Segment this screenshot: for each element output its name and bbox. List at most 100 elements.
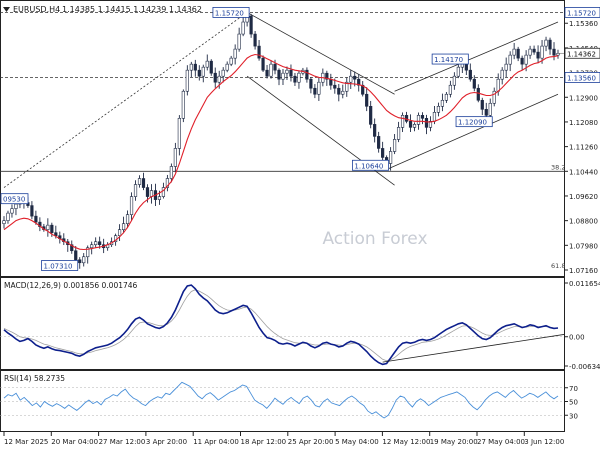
candle-body bbox=[456, 66, 460, 77]
candle-body bbox=[78, 259, 82, 264]
candle-body bbox=[468, 69, 472, 80]
candle-body bbox=[209, 60, 213, 74]
candle-body bbox=[341, 90, 345, 95]
candle-body bbox=[512, 48, 516, 56]
current-price-label: 1.14362 bbox=[567, 50, 596, 58]
candle-body bbox=[520, 57, 524, 65]
price-callout-label: 1.15720 bbox=[215, 9, 244, 17]
candle-body bbox=[516, 48, 520, 59]
time-axis-label: 12 Mar 2025 bbox=[4, 438, 48, 446]
macd-axis-label: -0.006345 bbox=[569, 363, 600, 371]
price-callout-label: 1.10640 bbox=[354, 162, 383, 170]
candle-body bbox=[189, 63, 193, 71]
candle-body bbox=[217, 75, 221, 83]
price-callout-label: 1.07310 bbox=[44, 262, 73, 270]
dropdown-triangle-icon[interactable] bbox=[3, 7, 10, 12]
candle-body bbox=[349, 75, 353, 83]
candle-body bbox=[285, 69, 289, 74]
candle-body bbox=[532, 48, 536, 53]
candle-body bbox=[317, 81, 321, 95]
time-axis: 12 Mar 2025 20 Mar 04:00 27 Mar 12:00 3 Apr… bbox=[3, 432, 564, 446]
candle-body bbox=[544, 39, 548, 47]
candle-body bbox=[416, 115, 421, 125]
price-axis-label: 1.11260 bbox=[569, 144, 598, 152]
candle-body bbox=[50, 224, 54, 233]
candle-body bbox=[257, 45, 261, 59]
candle-body bbox=[213, 72, 217, 83]
candle-body bbox=[177, 118, 181, 149]
time-axis-label: 5 May 04:00 bbox=[335, 438, 379, 446]
macd-main-line bbox=[3, 284, 559, 366]
candle-body bbox=[309, 78, 313, 89]
price-layer: 1.15720 1.14170 1.12090 1.10640 1.07310 09530… bbox=[0, 7, 565, 271]
candle-body bbox=[10, 208, 14, 214]
candle-body bbox=[408, 121, 413, 128]
rsi-axis: 70 50 30 bbox=[564, 385, 578, 420]
candle-body bbox=[373, 124, 377, 137]
candle-body bbox=[165, 178, 170, 188]
candle-body bbox=[289, 69, 293, 77]
candle-body bbox=[193, 63, 197, 71]
candle-body bbox=[273, 63, 277, 71]
candle-body bbox=[389, 151, 393, 164]
candle-body bbox=[137, 178, 142, 185]
price-callout-box bbox=[455, 116, 493, 128]
candle-body bbox=[528, 48, 532, 56]
candle-body bbox=[14, 203, 18, 209]
candle-body bbox=[536, 51, 540, 59]
ohlc-values: 1.14385 1.14415 1.14239 1.14362 bbox=[62, 5, 202, 14]
candle-body bbox=[74, 250, 78, 261]
fib-label: 38.2 bbox=[551, 163, 565, 171]
price-panel-frame bbox=[0, 0, 565, 277]
time-axis-label: 12 May 12:00 bbox=[382, 438, 430, 446]
candle-body bbox=[121, 223, 126, 230]
candle-body bbox=[476, 87, 480, 101]
candle-body bbox=[161, 187, 166, 197]
candle-body bbox=[30, 205, 34, 217]
candle-body bbox=[261, 57, 265, 71]
candle-body bbox=[400, 115, 405, 128]
candle-body bbox=[169, 166, 173, 179]
candle-body bbox=[369, 105, 373, 125]
candle-body bbox=[86, 247, 90, 258]
level-tag-box bbox=[564, 7, 600, 18]
macd-axis: 0.011654 0.00 -0.006345 bbox=[564, 280, 600, 371]
candle-body bbox=[428, 121, 433, 128]
candle-body bbox=[185, 69, 189, 92]
candle-body bbox=[70, 244, 74, 252]
level-tag-label: 1.15720 bbox=[567, 9, 596, 17]
time-axis-label: 27 Mar 12:00 bbox=[99, 438, 146, 446]
candle-body bbox=[333, 84, 337, 89]
candle-body bbox=[201, 66, 205, 77]
price-axis-label: 1.10440 bbox=[569, 168, 598, 176]
price-callout-box bbox=[212, 7, 250, 18]
candle-body bbox=[365, 93, 369, 107]
candle-body bbox=[357, 78, 361, 86]
current-price-box bbox=[564, 47, 600, 59]
candle-body bbox=[480, 99, 484, 110]
candle-body bbox=[281, 72, 285, 80]
price-callout-label: 1.12090 bbox=[458, 119, 487, 127]
candle-body bbox=[94, 241, 98, 246]
candle-body bbox=[305, 69, 309, 80]
rsi-axis-label: 70 bbox=[569, 385, 578, 393]
macd-axis-label: 0.011654 bbox=[569, 280, 600, 288]
fib-label: 61.8 bbox=[551, 262, 565, 270]
candle-body bbox=[181, 90, 185, 119]
candle-body bbox=[265, 69, 269, 77]
candle-body bbox=[197, 69, 201, 77]
time-axis-label: 18 Apr 12:00 bbox=[241, 438, 287, 446]
macd-trendline bbox=[382, 334, 565, 363]
symbol-label: EURUSD,H4 bbox=[13, 5, 60, 14]
candle-body bbox=[2, 220, 6, 224]
macd-layer bbox=[0, 284, 565, 366]
candle-body bbox=[277, 69, 281, 80]
candle-body bbox=[249, 15, 253, 35]
candle-body bbox=[205, 60, 209, 68]
macd-signal-line bbox=[3, 289, 559, 362]
rsi-panel-frame bbox=[0, 370, 565, 432]
candle-body bbox=[269, 63, 273, 77]
macd-label: MACD(12,26,9) 0.001856 0.001746 bbox=[4, 281, 138, 290]
